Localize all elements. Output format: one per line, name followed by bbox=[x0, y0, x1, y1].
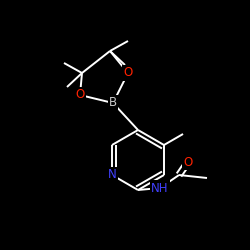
Text: O: O bbox=[184, 156, 192, 168]
Text: N: N bbox=[108, 168, 116, 181]
Text: O: O bbox=[124, 66, 132, 80]
Text: B: B bbox=[109, 96, 117, 110]
Text: NH: NH bbox=[151, 182, 169, 194]
Text: O: O bbox=[76, 88, 84, 102]
